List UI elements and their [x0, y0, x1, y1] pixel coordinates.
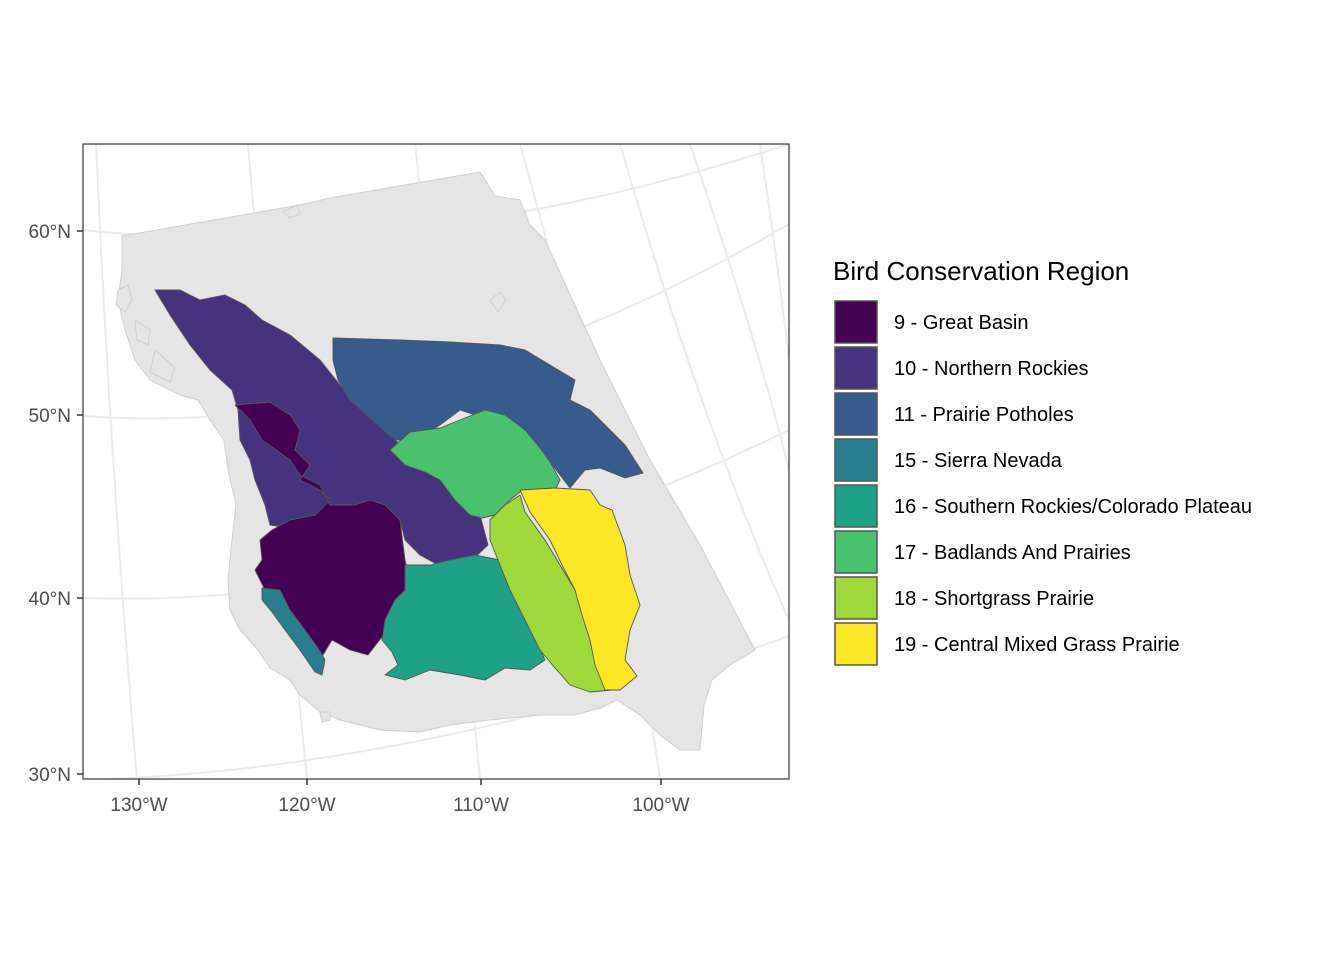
legend-item: 10 - Northern Rockies: [834, 346, 1089, 390]
x-label-130w: 130°W: [110, 795, 167, 816]
legend: Bird Conservation Region 9 - Great Basin…: [833, 256, 1252, 666]
region-16-southern-rockies-colorado-plateau[interactable]: [381, 554, 546, 681]
legend-key: [834, 438, 878, 482]
legend-key: [834, 484, 878, 528]
graticule-meridian-130w: [95, 144, 138, 779]
region-10-northern-rockies[interactable]: [154, 289, 489, 567]
legend-key: [834, 530, 878, 574]
legend-label: 17 - Badlands And Prairies: [894, 542, 1131, 564]
legend-label: 18 - Shortgrass Prairie: [894, 588, 1094, 610]
panel-border: [82, 143, 790, 780]
y-label-40n: 40°N: [29, 589, 71, 610]
legend-item: 11 - Prairie Potholes: [834, 392, 1074, 436]
region-15-sierra-nevada[interactable]: [261, 587, 326, 676]
y-label-60n: 60°N: [29, 222, 71, 243]
legend-label: 19 - Central Mixed Grass Prairie: [894, 634, 1180, 656]
legend-items: 9 - Great Basin 10 - Northern Rockies 11 -…: [834, 300, 1252, 666]
x-axis: [138, 779, 662, 785]
x-label-120w: 120°W: [278, 795, 335, 816]
legend-label: 15 - Sierra Nevada: [894, 450, 1063, 472]
legend-item: 17 - Badlands And Prairies: [834, 530, 1131, 574]
legend-label: 9 - Great Basin: [894, 312, 1029, 334]
y-label-50n: 50°N: [29, 406, 71, 427]
x-label-110w: 110°W: [453, 795, 509, 816]
legend-label: 16 - Southern Rockies/Colorado Plateau: [894, 496, 1252, 518]
graticule-meridian-70w: [759, 144, 789, 361]
graticule-meridian-80w: [689, 144, 789, 471]
legend-key: [834, 622, 878, 666]
x-label-100w: 100°W: [632, 795, 689, 816]
legend-key: [834, 576, 878, 620]
legend-item: 18 - Shortgrass Prairie: [834, 576, 1094, 620]
legend-item: 19 - Central Mixed Grass Prairie: [834, 622, 1180, 666]
legend-title: Bird Conservation Region: [833, 256, 1129, 286]
bcr-regions: [154, 289, 644, 693]
legend-item: 16 - Southern Rockies/Colorado Plateau: [834, 484, 1252, 528]
y-label-30n: 30°N: [29, 765, 71, 786]
graticule-meridian-90w: [619, 144, 789, 621]
legend-item: 9 - Great Basin: [834, 300, 1029, 344]
legend-label: 11 - Prairie Potholes: [894, 404, 1074, 426]
legend-item: 15 - Sierra Nevada: [834, 438, 1063, 482]
legend-key: [834, 392, 878, 436]
legend-label: 10 - Northern Rockies: [894, 358, 1089, 380]
coastal-islands: [115, 204, 507, 723]
legend-key: [834, 300, 878, 344]
y-axis: [77, 230, 83, 775]
region-19-central-mixed-grass-prairie[interactable]: [519, 487, 641, 691]
legend-key: [834, 346, 878, 390]
